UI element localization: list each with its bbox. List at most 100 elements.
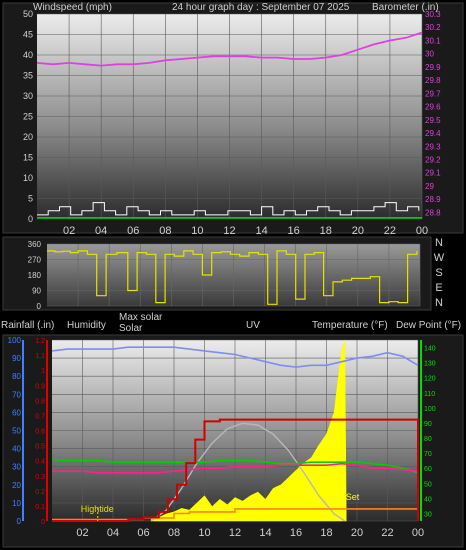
windspeed-tick-label: 40 xyxy=(23,50,33,60)
humidity-axis: 0 10 20 30 40 50 60 70 80 90 100 xyxy=(8,336,24,526)
direction-tick-label: 270 xyxy=(28,256,42,265)
humidity-tick-label: 20 xyxy=(12,481,21,490)
barometer-tick-label: 29.2 xyxy=(425,155,441,164)
humidity-tick-label: 60 xyxy=(12,408,21,417)
temperature-tick-label: 130 xyxy=(424,361,436,368)
barometer-tick-label: 29.3 xyxy=(425,142,441,151)
time-tick-label: 14 xyxy=(255,225,267,237)
humidity-tick-label: 100 xyxy=(8,336,22,345)
hightide-label: Hightide xyxy=(81,504,114,514)
barometer-tick-label: 28.9 xyxy=(425,195,441,204)
windspeed-tick-label: 5 xyxy=(28,194,33,204)
time-tick-label: 20 xyxy=(352,225,364,237)
barometer-tick-label: 29.7 xyxy=(425,89,441,98)
barometer-tick-label: 28.8 xyxy=(425,208,441,217)
time-tick-label: 06 xyxy=(137,527,149,539)
compass-label: N xyxy=(435,297,443,309)
solar-label: Solar xyxy=(119,323,143,334)
windspeed-axis-label: Windspeed (mph) xyxy=(33,2,112,13)
time-tick-label: 18 xyxy=(320,527,332,539)
time-tick-label: 08 xyxy=(168,527,180,539)
temperature-tick-label: 70 xyxy=(424,451,432,458)
rainfall-tick-label: 0.1 xyxy=(35,504,45,511)
time-tick-label: 12 xyxy=(223,225,235,237)
windspeed-tick-label: 35 xyxy=(23,71,33,81)
time-tick-label: 00 xyxy=(416,225,428,237)
sunset-label: Set xyxy=(346,492,360,502)
temperature-tick-label: 90 xyxy=(424,421,432,428)
time-tick-label: 04 xyxy=(95,225,107,237)
time-tick-label: 10 xyxy=(191,225,203,237)
rainfall-tick-label: 0.8 xyxy=(35,398,45,405)
rainfall-tick-label: 0.6 xyxy=(35,429,45,436)
time-tick-label: 18 xyxy=(320,225,332,237)
time-tick-label: 16 xyxy=(290,527,302,539)
time-tick-label: 02 xyxy=(63,225,75,237)
windspeed-tick-label: 25 xyxy=(23,112,33,122)
rain-temp-solar-series xyxy=(51,339,419,522)
time-tick-label: 10 xyxy=(198,527,210,539)
humidity-tick-label: 70 xyxy=(12,390,21,399)
time-tick-label: 02 xyxy=(76,527,88,539)
rainfall-tick-label: 0.9 xyxy=(35,383,45,390)
direction-grid xyxy=(47,243,421,307)
uv-line xyxy=(52,418,419,522)
windspeed-tick-label: 20 xyxy=(23,132,33,142)
temperature-tick-label: 50 xyxy=(424,481,432,488)
rainfall-tick-label: 0 xyxy=(41,519,45,526)
event-markers: Hightide Set xyxy=(81,492,360,521)
rainfall-axis: 0 0.1 0.2 0.3 0.4 0.5 0.6 0.7 0.8 0.9 1 1.1 1.2 xyxy=(35,338,48,526)
barometer-axis-label: Barometer (.in) xyxy=(372,2,439,13)
direction-tick-label: 360 xyxy=(28,240,42,249)
barometer-tick-label: 30.3 xyxy=(425,10,441,19)
temperature-tick-label: 110 xyxy=(424,391,435,398)
humidity-line xyxy=(51,346,419,368)
rainfall-tick-label: 0.3 xyxy=(35,474,45,481)
humidity-tick-label: 10 xyxy=(12,499,21,508)
windspeed-tick-label: 30 xyxy=(23,91,33,101)
dew-point-line xyxy=(51,458,419,474)
temperature-tick-label: 60 xyxy=(424,466,432,473)
barometer-tick-label: 29.6 xyxy=(425,103,441,112)
humidity-tick-label: 90 xyxy=(12,354,21,363)
windspeed-tick-label: 10 xyxy=(23,173,33,183)
barometer-tick-label: 29 xyxy=(425,182,434,191)
barometer-tick-label: 30.2 xyxy=(425,23,441,32)
wind-barometer-series xyxy=(36,31,423,219)
wind-grid xyxy=(37,13,423,220)
compass-label: S xyxy=(435,267,442,279)
time-tick-label: 16 xyxy=(288,225,300,237)
time-axis-bottom: 02 04 06 08 10 12 14 16 18 20 22 00 xyxy=(76,527,424,539)
rainfall-axis-label: Rainfall (.in) xyxy=(1,320,54,331)
solar-area xyxy=(150,339,347,522)
temperature-tick-label: 80 xyxy=(424,436,432,443)
time-axis-top: 02 04 06 08 10 12 14 16 18 20 22 00 xyxy=(63,225,428,237)
rainfall-tick-label: 0.7 xyxy=(35,413,45,420)
rainfall-tick-label: 1 xyxy=(41,368,45,375)
rainfall-tick-label: 0.2 xyxy=(35,489,45,496)
humidity-tick-label: 30 xyxy=(12,463,21,472)
max-solar-label: Max solar xyxy=(119,312,163,323)
windspeed-axis: 0 5 10 15 20 25 30 35 40 45 50 xyxy=(23,9,33,224)
temperature-tick-label: 30 xyxy=(424,511,432,518)
time-tick-label: 22 xyxy=(381,527,393,539)
wind-line xyxy=(37,202,420,216)
direction-tick-label: 180 xyxy=(28,271,42,280)
windspeed-tick-label: 0 xyxy=(28,214,33,224)
direction-axis: 360 270 180 90 0 xyxy=(28,240,42,311)
rainfall-tick-label: 1.2 xyxy=(35,338,45,345)
windspeed-tick-label: 50 xyxy=(23,9,33,19)
barometer-tick-label: 29.8 xyxy=(425,76,441,85)
barometer-tick-label: 29.9 xyxy=(425,63,441,72)
rainfall-tick-label: 0.4 xyxy=(35,459,45,466)
rainfall-tick-label: 1.1 xyxy=(35,353,45,360)
chart-title: 24 hour graph day : September 07 2025 xyxy=(172,2,350,13)
humidity-tick-label: 50 xyxy=(12,427,21,436)
compass-label: W xyxy=(434,252,445,264)
time-tick-label: 06 xyxy=(127,225,139,237)
temperature-tick-label: 40 xyxy=(424,496,432,503)
windspeed-tick-label: 15 xyxy=(23,153,33,163)
